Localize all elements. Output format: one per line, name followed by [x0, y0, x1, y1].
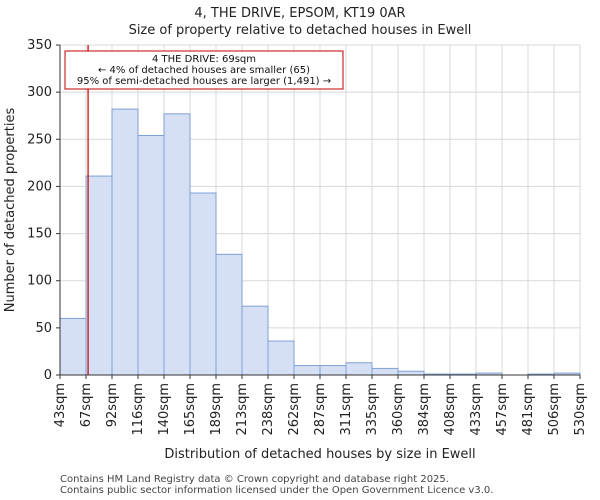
y-tick-label: 250	[27, 132, 52, 147]
bar	[189, 192, 217, 376]
x-tick-label: 384sqm	[417, 383, 432, 436]
x-axis-title: Distribution of detached houses by size …	[164, 447, 475, 462]
x-tick-label: 238sqm	[261, 383, 276, 436]
annotation-line-3: 95% of semi-detached houses are larger (…	[77, 76, 331, 87]
x-tick-label: 165sqm	[183, 383, 198, 436]
bar	[137, 135, 165, 376]
x-tick-label: 433sqm	[469, 383, 484, 436]
bars	[59, 108, 581, 376]
x-tick-label: 262sqm	[287, 383, 302, 436]
bar	[319, 365, 347, 376]
x-tick-label: 360sqm	[391, 383, 406, 436]
y-tick-label: 100	[27, 274, 52, 289]
y-tick-label: 50	[35, 321, 52, 336]
x-tick-label: 530sqm	[573, 383, 588, 436]
x-tick-label: 311sqm	[339, 383, 354, 436]
y-tick-label: 150	[27, 227, 52, 242]
x-tick-label: 116sqm	[131, 383, 146, 436]
x-tick-label: 213sqm	[235, 383, 250, 436]
bar	[111, 108, 139, 376]
chart-subtitle: Size of property relative to detached ho…	[128, 23, 472, 38]
annotation-line-2: ← 4% of detached houses are smaller (65)	[98, 65, 310, 76]
annotation-line-1: 4 THE DRIVE: 69sqm	[152, 54, 256, 65]
footer-line-1: Contains HM Land Registry data © Crown c…	[60, 474, 449, 485]
footer-line-2: Contains public sector information licen…	[60, 485, 494, 496]
x-tick-label: 140sqm	[157, 383, 172, 436]
x-tick-label: 457sqm	[495, 383, 510, 436]
x-tick-label: 92sqm	[105, 383, 120, 427]
bar	[215, 253, 243, 376]
bar	[59, 317, 87, 376]
y-tick-label: 300	[27, 85, 52, 100]
y-tick-label: 350	[27, 38, 52, 53]
bar	[371, 367, 399, 376]
bar	[241, 305, 269, 376]
marker-annotation: 4 THE DRIVE: 69sqm ← 4% of detached hous…	[64, 50, 344, 90]
y-tick-label: 0	[44, 368, 52, 383]
bar	[163, 113, 191, 376]
y-tick-labels: 0 50 100 150 200 250 300 350	[27, 38, 60, 383]
x-tick-label: 67sqm	[79, 383, 94, 427]
y-tick-label: 200	[27, 179, 52, 194]
bar	[85, 175, 113, 376]
x-tick-label: 506sqm	[547, 383, 562, 436]
x-tick-label: 287sqm	[313, 383, 328, 436]
x-tick-label: 43sqm	[53, 383, 68, 427]
bar	[397, 370, 425, 376]
x-tick-label: 481sqm	[521, 383, 536, 436]
chart-title: 4, THE DRIVE, EPSOM, KT19 0AR	[194, 6, 406, 21]
x-tick-label: 335sqm	[365, 383, 380, 436]
x-tick-label: 189sqm	[209, 383, 224, 436]
x-tick-labels: 43sqm 67sqm 92sqm 116sqm 140sqm 165sqm 189sqm 2…	[53, 375, 588, 436]
bar	[345, 362, 373, 376]
annotation-box	[64, 50, 344, 90]
bar	[293, 365, 321, 376]
x-tick-label: 408sqm	[443, 383, 458, 436]
y-axis-title: Number of detached properties	[3, 108, 18, 313]
bar	[267, 340, 295, 376]
